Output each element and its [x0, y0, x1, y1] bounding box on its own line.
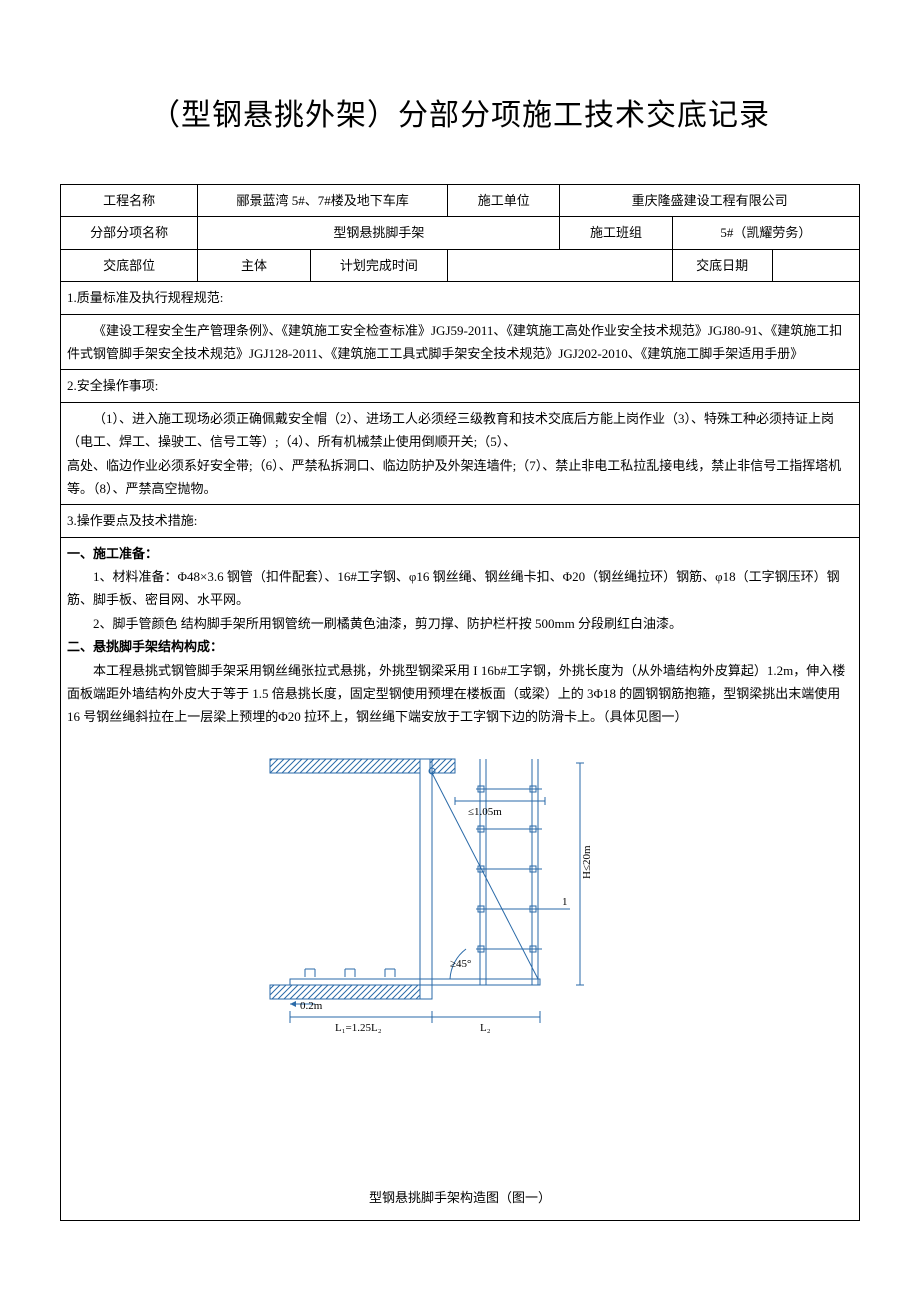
record-table: 工程名称 郦景蓝湾 5#、7#楼及地下车库 施工单位 重庆隆盛建设工程有限公司 … [60, 184, 860, 1221]
section2-heading: 2.安全操作事项: [61, 370, 860, 402]
value-plan-time [448, 249, 673, 281]
section3-sub2-title: 二、悬挑脚手架结构构成： [67, 635, 853, 658]
section2-body-p1: （1）、进入施工现场必须正确佩戴安全帽（2）、进场工人必须经三级教育和技术交底后… [67, 407, 853, 454]
label-project-name: 工程名称 [61, 185, 198, 217]
label-team: 施工班组 [560, 217, 672, 249]
dim-L1: L₁=1.25L₂ [335, 1022, 382, 1034]
figure-caption: 型钢悬挑脚手架构造图（图一） [67, 1186, 853, 1209]
figure-wrap: ≤1.05m H≤20m 1 ≥45° L₁=1.25L₂ L₂ [67, 739, 853, 1046]
value-team: 5#（凯耀劳务） [672, 217, 859, 249]
label-subitem-name: 分部分项名称 [61, 217, 198, 249]
dim-angle: ≥45° [450, 958, 471, 970]
section3-body: 一、施工准备： 1、材料准备：Φ48×3.6 钢管（扣件配套）、16#工字钢、φ… [61, 537, 860, 1220]
section3-sub1-p1: 1、材料准备：Φ48×3.6 钢管（扣件配套）、16#工字钢、φ16 钢丝绳、钢… [67, 565, 853, 612]
dim-right: H≤20m [581, 845, 593, 879]
dim-L2: L₂ [480, 1022, 491, 1034]
section1-heading: 1.质量标准及执行规程规范: [61, 282, 860, 314]
section2-body: （1）、进入施工现场必须正确佩戴安全帽（2）、进场工人必须经三级教育和技术交底后… [61, 402, 860, 505]
label-plan-time: 计划完成时间 [310, 249, 447, 281]
value-project-name: 郦景蓝湾 5#、7#楼及地下车库 [198, 185, 448, 217]
structure-diagram: ≤1.05m H≤20m 1 ≥45° L₁=1.25L₂ L₂ [250, 739, 670, 1039]
label-construction-unit: 施工单位 [448, 185, 560, 217]
value-subitem-name: 型钢悬挑脚手架 [198, 217, 560, 249]
label-date: 交底日期 [672, 249, 772, 281]
dim-top: ≤1.05m [468, 806, 502, 818]
section1-body: 《建设工程安全生产管理条例》、《建筑施工安全检查标准》JGJ59-2011、《建… [61, 314, 860, 370]
section3-heading: 3.操作要点及技术措施: [61, 505, 860, 537]
value-date [772, 249, 859, 281]
label-position: 交底部位 [61, 249, 198, 281]
section3-sub1-title: 一、施工准备： [67, 542, 853, 565]
document-title: （型钢悬挑外架）分部分项施工技术交底记录 [60, 90, 860, 134]
section2-body-p2: 高处、临边作业必须系好安全带;（6）、严禁私拆洞口、临边防护及外架连墙件;（7）… [67, 454, 853, 501]
section3-sub1-p2: 2、脚手管颜色 结构脚手架所用钢管统一刷橘黄色油漆，剪刀撑、防护栏杆按 500m… [67, 612, 853, 635]
section3-sub2-p1: 本工程悬挑式钢管脚手架采用钢丝绳张拉式悬挑，外挑型钢梁采用 I 16b#工字钢，… [67, 659, 853, 729]
value-position: 主体 [198, 249, 310, 281]
label-one: 1 [562, 896, 568, 908]
section1-body-text: 《建设工程安全生产管理条例》、《建筑施工安全检查标准》JGJ59-2011、《建… [67, 319, 853, 366]
dim-02m: 0.2m [300, 1000, 323, 1012]
value-construction-unit: 重庆隆盛建设工程有限公司 [560, 185, 860, 217]
